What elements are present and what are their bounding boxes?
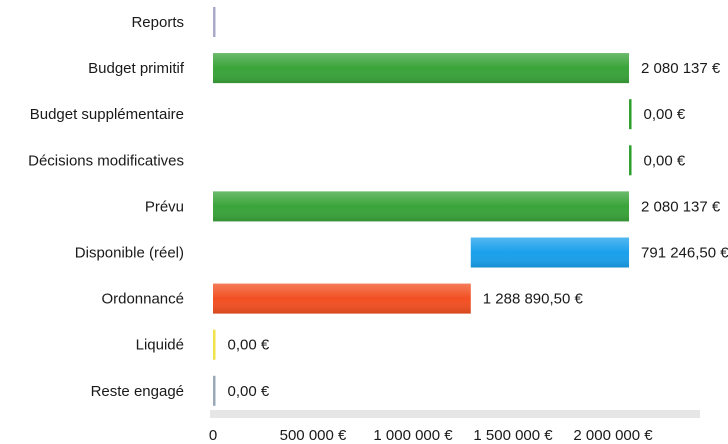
category-label-reste-engage: Reste engagé [91, 383, 184, 400]
value-label-budget-primitif: 2 080 137 € [641, 60, 721, 77]
x-tick-label-4: 2 000 000 € [573, 427, 653, 444]
bar-budget-supplementaire [629, 99, 632, 130]
x-tick-label-1: 500 000 € [280, 427, 347, 444]
category-labels: Reports Budget primitif Budget supplémenta… [28, 14, 185, 400]
bar-shading-budget-primitif [213, 53, 630, 84]
x-tick-label-0: 0 [209, 427, 217, 444]
x-tick-label-2: 1 000 000 € [373, 427, 453, 444]
x-tick-label-3: 1 500 000 € [473, 427, 553, 444]
x-axis-ticks: 0 500 000 € 1 000 000 € 1 500 000 € 2 000 00… [209, 427, 653, 444]
value-label-reste-engage: 0,00 € [228, 383, 270, 400]
value-label-disponible-reel: 791 246,50 € [641, 245, 728, 262]
category-label-ordonnance: Ordonnancé [101, 291, 184, 308]
category-label-decisions-modificatives: Décisions modificatives [28, 152, 184, 169]
category-label-prevu: Prévu [145, 198, 184, 215]
category-label-budget-supplementaire: Budget supplémentaire [30, 106, 184, 123]
category-label-budget-primitif: Budget primitif [88, 60, 185, 77]
bar-shading-ordonnance [213, 283, 471, 314]
value-label-ordonnance: 1 288 890,50 € [483, 291, 584, 308]
bar-liquide [213, 329, 216, 360]
value-label-budget-supplementaire: 0,00 € [644, 106, 686, 123]
bar-shading-disponible-reel [470, 237, 630, 268]
bars-group [213, 7, 632, 406]
category-label-reports: Reports [131, 14, 184, 31]
value-label-prevu: 2 080 137 € [641, 198, 721, 215]
bar-decisions-modificatives [629, 145, 632, 176]
category-label-disponible-reel: Disponible (réel) [75, 245, 184, 262]
x-axis-band [210, 410, 700, 418]
bar-reste-engage [213, 375, 216, 406]
bar-shading-prevu [213, 191, 630, 222]
value-label-decisions-modificatives: 0,00 € [644, 152, 686, 169]
value-labels: 2 080 137 € 0,00 € 0,00 € 2 080 137 € 791 24… [228, 60, 728, 400]
category-label-liquide: Liquidé [136, 337, 184, 354]
value-label-liquide: 0,00 € [228, 337, 270, 354]
bar-reports [213, 7, 216, 37]
